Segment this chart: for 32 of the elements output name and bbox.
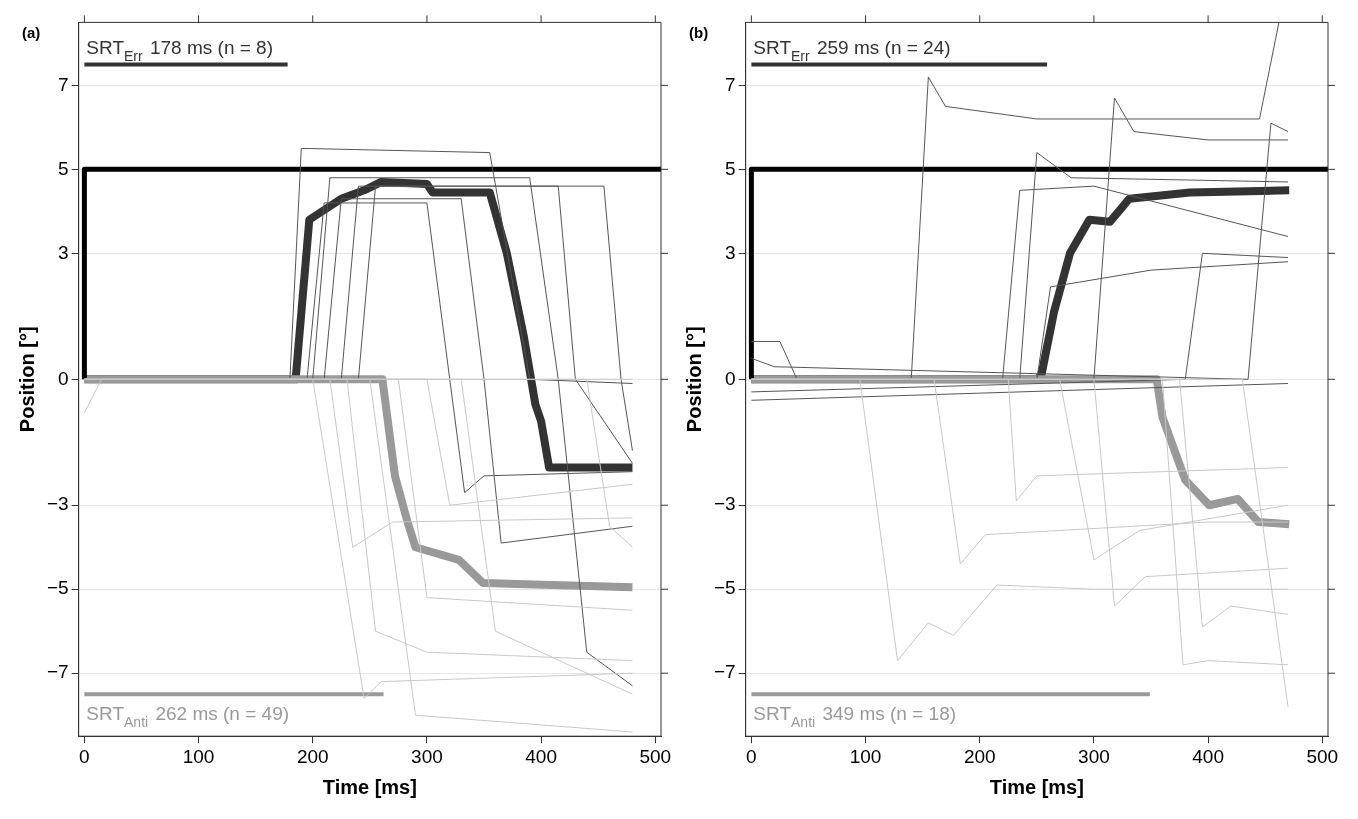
x-tick-label: 500 (639, 745, 672, 767)
x-axis-title: Time [ms] (989, 775, 1084, 798)
y-tick-label: 5 (58, 157, 69, 179)
y-tick-label: 3 (725, 241, 736, 263)
x-tick-label: 400 (525, 745, 557, 767)
y-tick-label: 7 (58, 73, 69, 95)
y-tick-label: 3 (58, 241, 69, 263)
x-tick-label: 100 (849, 745, 882, 767)
y-tick-label: 7 (725, 73, 736, 95)
x-tick-label: 400 (1192, 745, 1224, 767)
x-tick-label: 500 (1306, 745, 1339, 767)
y-tick-label: −5 (46, 577, 69, 599)
y-tick-label: −3 (46, 493, 69, 515)
x-tick-label: 200 (296, 745, 329, 767)
x-axis-title: Time [ms] (322, 775, 417, 798)
x-tick-label: 100 (182, 745, 215, 767)
y-axis-title: Position [°] (682, 326, 705, 433)
x-tick-label: 300 (411, 745, 443, 767)
y-tick-label: −7 (46, 661, 69, 683)
x-tick-label: 0 (746, 745, 757, 767)
x-tick-label: 0 (79, 745, 90, 767)
y-tick-label: −3 (713, 493, 736, 515)
y-axis-title: Position [°] (15, 326, 38, 433)
y-tick-label: 5 (725, 157, 736, 179)
x-tick-label: 300 (1078, 745, 1110, 767)
y-tick-label: −5 (713, 577, 736, 599)
y-tick-label: 0 (58, 367, 69, 389)
x-tick-label: 200 (963, 745, 996, 767)
y-tick-label: −7 (713, 661, 736, 683)
y-tick-label: 0 (725, 367, 736, 389)
chart-title: (a) (22, 24, 41, 42)
chart-title: (b) (689, 24, 709, 42)
